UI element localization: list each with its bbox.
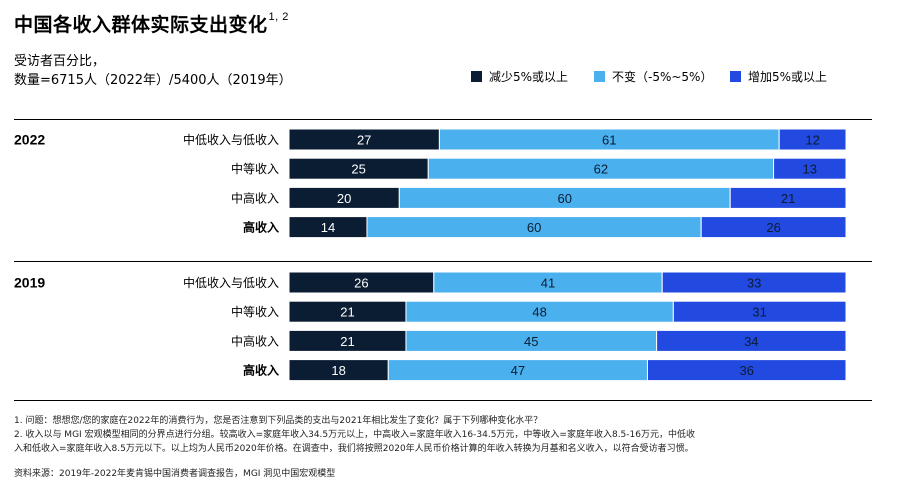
bar-segment: [778, 128, 847, 151]
divider-bottom: [14, 400, 872, 401]
subtitle-sample-size: 数量=6715人（2022年）/5400人（2019年）: [14, 73, 292, 88]
data-label: 26: [766, 220, 780, 235]
data-label: 48: [532, 305, 546, 320]
data-label: 13: [803, 162, 817, 177]
category-label: 高收入: [243, 363, 279, 378]
data-label: 21: [340, 334, 354, 349]
group-year-label-2019: 2019: [14, 275, 45, 291]
bar-segment: [672, 300, 847, 323]
bar-segment: [661, 271, 847, 294]
bar-segment: [700, 216, 847, 239]
data-label: 61: [602, 133, 616, 148]
divider-top-2022: [14, 119, 872, 120]
data-label: 27: [357, 133, 371, 148]
title-footnote-ref: 1, 2: [268, 11, 289, 23]
legend-swatch-increase: [730, 71, 741, 82]
category-label: 中低收入与低收入: [183, 275, 279, 290]
data-label: 26: [354, 276, 368, 291]
divider-top-2019: [14, 261, 872, 262]
data-label: 62: [594, 162, 608, 177]
footnote-2: 2. 收入以与 MGI 宏观模型相同的分界点进行分组。较高收入=家庭年收入34.…: [14, 430, 695, 440]
legend-label-increase: 增加5%或以上: [748, 70, 828, 84]
data-label: 60: [558, 191, 572, 206]
data-label: 47: [511, 363, 525, 378]
bar-segment: [646, 359, 847, 382]
footnote-1: 1. 问题：想想您/您的家庭在2022年的消费行为，您是否注意到下列品类的支出与…: [14, 416, 543, 426]
data-label: 20: [337, 191, 351, 206]
category-label: 中低收入与低收入: [183, 132, 279, 147]
data-label: 45: [524, 334, 538, 349]
data-label: 21: [781, 191, 795, 206]
group-year-label-2022: 2022: [14, 132, 45, 148]
data-label: 12: [805, 133, 819, 148]
category-label: 中等收入: [231, 161, 279, 176]
legend-item-increase: 增加5%或以上: [730, 68, 827, 85]
legend-label-decrease: 减少5%或以上: [489, 70, 569, 84]
legend-item-unchanged: 不变（-5%~5%）: [594, 68, 712, 85]
category-label: 高收入: [243, 220, 279, 235]
data-label: 34: [744, 334, 758, 349]
legend-swatch-unchanged: [594, 71, 605, 82]
data-label: 33: [747, 276, 761, 291]
data-label: 21: [340, 305, 354, 320]
footnote-2-cont: 入和低收入=家庭年收入8.5万元以下。以上均为人民币2020年价格。在调查中，我…: [14, 444, 694, 454]
source-note: 资料来源：2019年-2022年麦肯锡中国消费者调查报告，MGI 洞见中国宏观模…: [14, 469, 336, 479]
data-label: 36: [739, 363, 753, 378]
category-label: 中高收入: [231, 190, 279, 205]
bar-segment: [729, 186, 847, 209]
data-label: 60: [527, 220, 541, 235]
data-label: 18: [331, 363, 345, 378]
data-label: 31: [752, 305, 766, 320]
legend-swatch-decrease: [471, 71, 482, 82]
legend-label-unchanged: 不变（-5%~5%）: [612, 70, 713, 84]
subtitle-unit: 受访者百分比，: [14, 54, 106, 69]
data-label: 41: [541, 276, 555, 291]
category-label: 中等收入: [231, 304, 279, 319]
data-label: 25: [351, 162, 365, 177]
bar-segment: [656, 329, 847, 352]
data-label: 14: [321, 220, 335, 235]
legend-item-decrease: 减少5%或以上: [471, 68, 568, 85]
category-label: 中高收入: [231, 333, 279, 348]
chart-title: 中国各收入群体实际支出变化1, 2: [14, 11, 289, 36]
bar-segment: [773, 157, 847, 180]
